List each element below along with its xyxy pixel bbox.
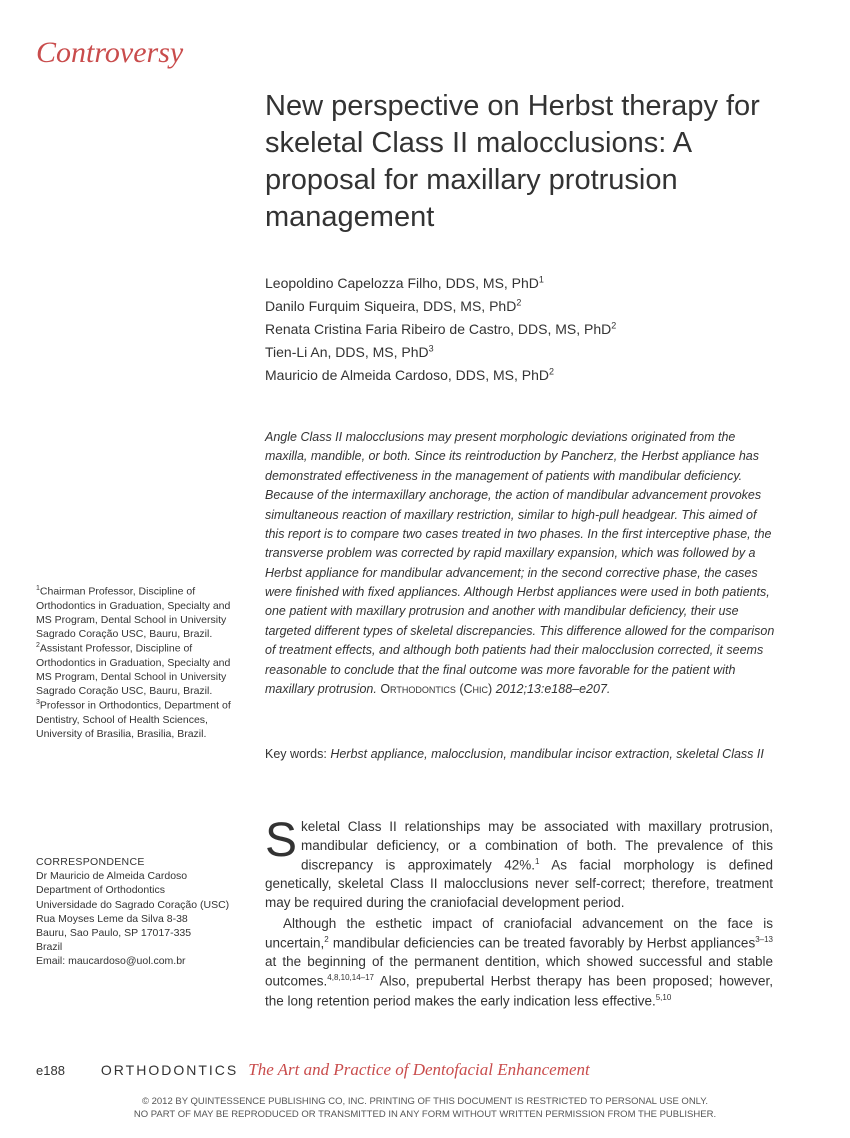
correspondence: CORRESPONDENCE Dr Mauricio de Almeida Ca… [36,855,241,968]
abstract: Angle Class II malocclusions may present… [265,428,775,699]
author: Renata Cristina Faria Ribeiro de Castro,… [265,318,795,341]
affiliation: 2Assistant Professor, Discipline of Orth… [36,641,241,698]
affiliations: 1Chairman Professor, Discipline of Ortho… [36,584,241,741]
author: Mauricio de Almeida Cardoso, DDS, MS, Ph… [265,364,795,387]
affiliation: 1Chairman Professor, Discipline of Ortho… [36,584,241,641]
correspondence-line: Rua Moyses Leme da Silva 8-38 [36,912,241,926]
page-number: e188 [36,1063,65,1078]
authors-list: Leopoldino Capelozza Filho, DDS, MS, PhD… [265,272,795,387]
correspondence-line: Email: maucardoso@uol.com.br [36,954,241,968]
journal-tagline: The Art and Practice of Dentofacial Enha… [248,1060,590,1080]
author: Danilo Furquim Siqueira, DDS, MS, PhD2 [265,295,795,318]
correspondence-line: Universidade do Sagrado Coração (USC) [36,898,241,912]
copyright-notice: © 2012 BY QUINTESSENCE PUBLISHING CO, IN… [0,1096,850,1122]
keywords: Key words: Herbst appliance, malocclusio… [265,745,775,764]
author: Leopoldino Capelozza Filho, DDS, MS, PhD… [265,272,795,295]
section-label: Controversy [36,36,183,70]
dropcap: S [265,818,301,859]
correspondence-line: Brazil [36,940,241,954]
affiliation: 3Professor in Orthodontics, Department o… [36,698,241,741]
body-text: Skeletal Class II relationships may be a… [265,818,773,1013]
correspondence-label: CORRESPONDENCE [36,855,241,869]
article-title: New perspective on Herbst therapy for sk… [265,88,795,236]
footer: e188 ORTHODONTICS The Art and Practice o… [36,1060,814,1080]
correspondence-line: Bauru, Sao Paulo, SP 17017-335 [36,926,241,940]
correspondence-line: Dr Mauricio de Almeida Cardoso [36,869,241,883]
author: Tien-Li An, DDS, MS, PhD3 [265,341,795,364]
journal-name: ORTHODONTICS [101,1062,238,1078]
correspondence-line: Department of Orthodontics [36,883,241,897]
